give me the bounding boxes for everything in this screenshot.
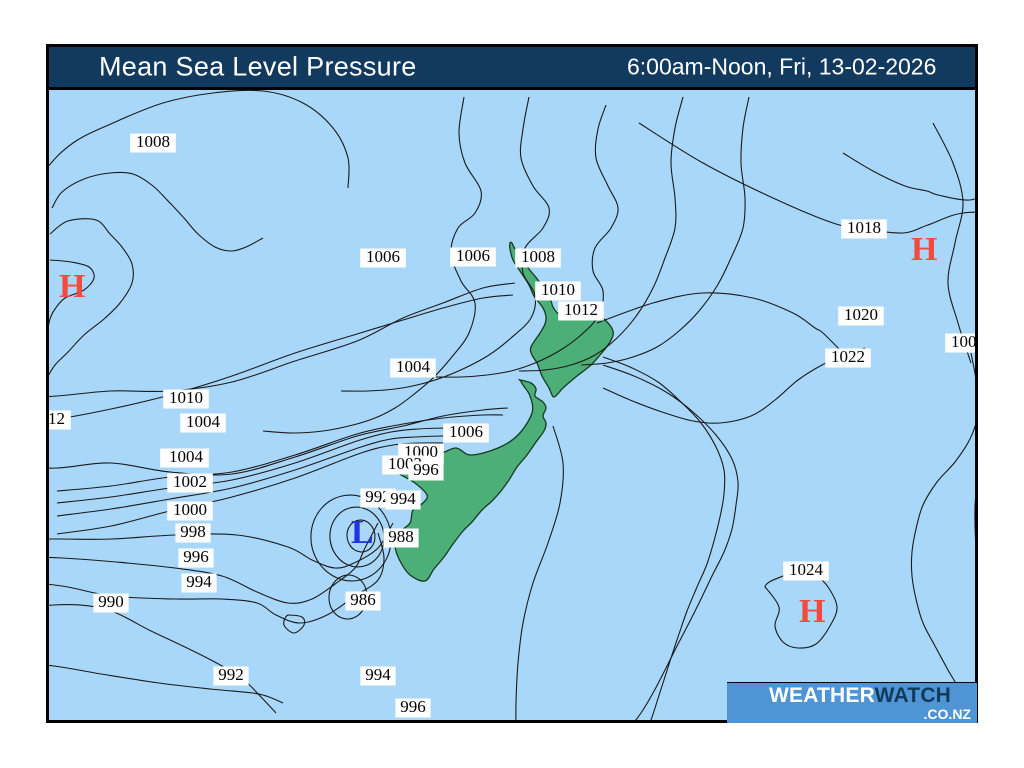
svg-text:1006: 1006 [366, 247, 400, 266]
svg-text:1006: 1006 [456, 246, 490, 265]
svg-text:986: 986 [350, 590, 376, 609]
svg-text:1002: 1002 [173, 472, 207, 491]
svg-text:1004: 1004 [169, 447, 204, 466]
svg-text:1010: 1010 [541, 280, 575, 299]
svg-text:1006: 1006 [449, 422, 483, 441]
svg-text:996: 996 [400, 697, 426, 716]
svg-text:1022: 1022 [831, 347, 865, 366]
svg-text:1012: 1012 [564, 300, 598, 319]
svg-text:1008: 1008 [521, 247, 555, 266]
svg-text:996: 996 [183, 547, 209, 566]
svg-text:994: 994 [365, 665, 391, 684]
svg-text:994: 994 [186, 572, 212, 591]
svg-text:1010: 1010 [169, 388, 203, 407]
svg-text:1000: 1000 [173, 500, 207, 519]
svg-text:996: 996 [413, 460, 439, 479]
svg-text:1004: 1004 [186, 412, 221, 431]
svg-text:1020: 1020 [844, 305, 878, 324]
svg-text:1018: 1018 [847, 218, 881, 237]
svg-text:998: 998 [180, 522, 206, 541]
svg-text:1012: 1012 [49, 409, 65, 428]
svg-text:1004: 1004 [396, 357, 431, 376]
svg-text:990: 990 [98, 592, 124, 611]
svg-text:988: 988 [388, 527, 414, 546]
svg-text:1024: 1024 [789, 560, 824, 579]
svg-text:992: 992 [218, 665, 244, 684]
svg-text:994: 994 [390, 489, 416, 508]
svg-text:1008: 1008 [136, 132, 170, 151]
svg-text:1006: 1006 [951, 332, 978, 351]
